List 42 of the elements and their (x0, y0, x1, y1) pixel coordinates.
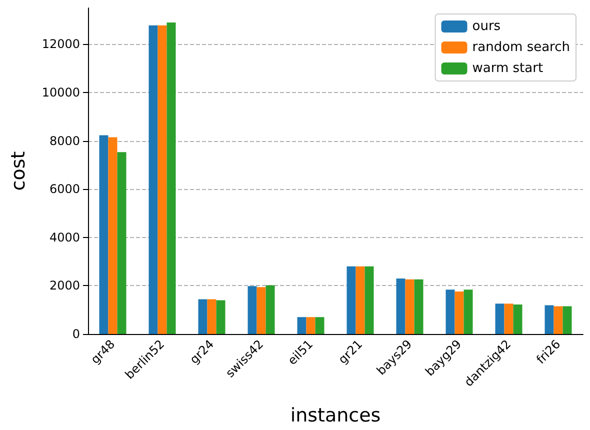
bar (504, 304, 514, 334)
bar (148, 25, 158, 334)
y-tick-label: 2000 (49, 278, 80, 293)
bar (405, 279, 414, 334)
y-tick-label: 10000 (42, 86, 80, 100)
bar (544, 305, 554, 334)
bar (306, 317, 316, 334)
bar (446, 290, 455, 334)
bar (315, 317, 324, 334)
bar (495, 304, 504, 334)
bar (562, 306, 572, 334)
y-axis-title: cost (8, 151, 30, 191)
legend-label: ours (472, 19, 501, 34)
bar (256, 287, 266, 334)
bar (364, 266, 374, 334)
y-tick-label: 6000 (49, 182, 80, 196)
bar (99, 135, 108, 334)
bar (396, 278, 406, 334)
bar (346, 266, 356, 334)
bar (356, 266, 365, 334)
bar (166, 22, 176, 334)
bar (216, 300, 226, 334)
legend-label: random search (472, 40, 570, 55)
y-tick-label: 4000 (49, 230, 80, 244)
bar (248, 286, 257, 334)
bar (513, 304, 522, 334)
bar (108, 137, 118, 334)
bar (414, 279, 424, 334)
bar (117, 152, 126, 334)
y-tick-label: 8000 (49, 134, 80, 148)
bar (297, 317, 306, 334)
bar (207, 299, 216, 334)
legend-label: warm start (472, 61, 544, 76)
y-tick-label: 0 (72, 327, 80, 341)
bar (266, 285, 275, 334)
bar (554, 306, 563, 334)
y-tick-label: 12000 (42, 37, 80, 52)
x-axis-title: instances (290, 404, 381, 426)
bar (464, 290, 473, 334)
bar (158, 25, 167, 334)
bar (454, 292, 464, 334)
bar (198, 299, 208, 334)
